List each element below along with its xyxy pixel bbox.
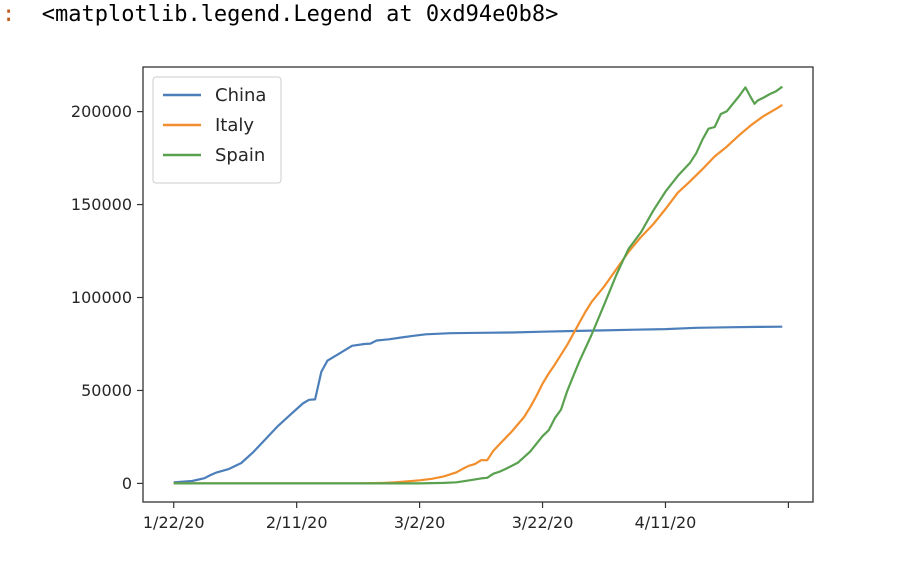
y-tick-label: 0 <box>122 474 132 493</box>
y-tick-label: 200000 <box>71 102 132 121</box>
y-tick-label: 50000 <box>81 381 132 400</box>
x-tick-label: 3/2/20 <box>394 513 446 532</box>
legend-label-china: China <box>215 85 266 106</box>
series-line-china <box>173 325 783 484</box>
y-tick-label: 150000 <box>71 195 132 214</box>
y-tick-label: 100000 <box>71 288 132 307</box>
x-tick-label: 1/22/20 <box>143 513 205 532</box>
output-repr-text: <matplotlib.legend.Legend at 0xd94e0b8> <box>41 2 559 27</box>
series-line-spain <box>173 85 783 485</box>
plot-frame <box>142 66 814 503</box>
x-tick-label: 3/22/20 <box>512 513 574 532</box>
output-prompt-marker: : <box>2 2 16 27</box>
x-tick-label: 4/11/20 <box>635 513 697 532</box>
x-tick-label: 2/11/20 <box>266 513 328 532</box>
cell-output-line: : <matplotlib.legend.Legend at 0xd94e0b8… <box>2 2 558 27</box>
legend-label-italy: Italy <box>215 115 254 136</box>
legend-label-spain: Spain <box>215 145 265 166</box>
legend-box <box>152 76 282 184</box>
series-line-italy <box>173 103 783 485</box>
